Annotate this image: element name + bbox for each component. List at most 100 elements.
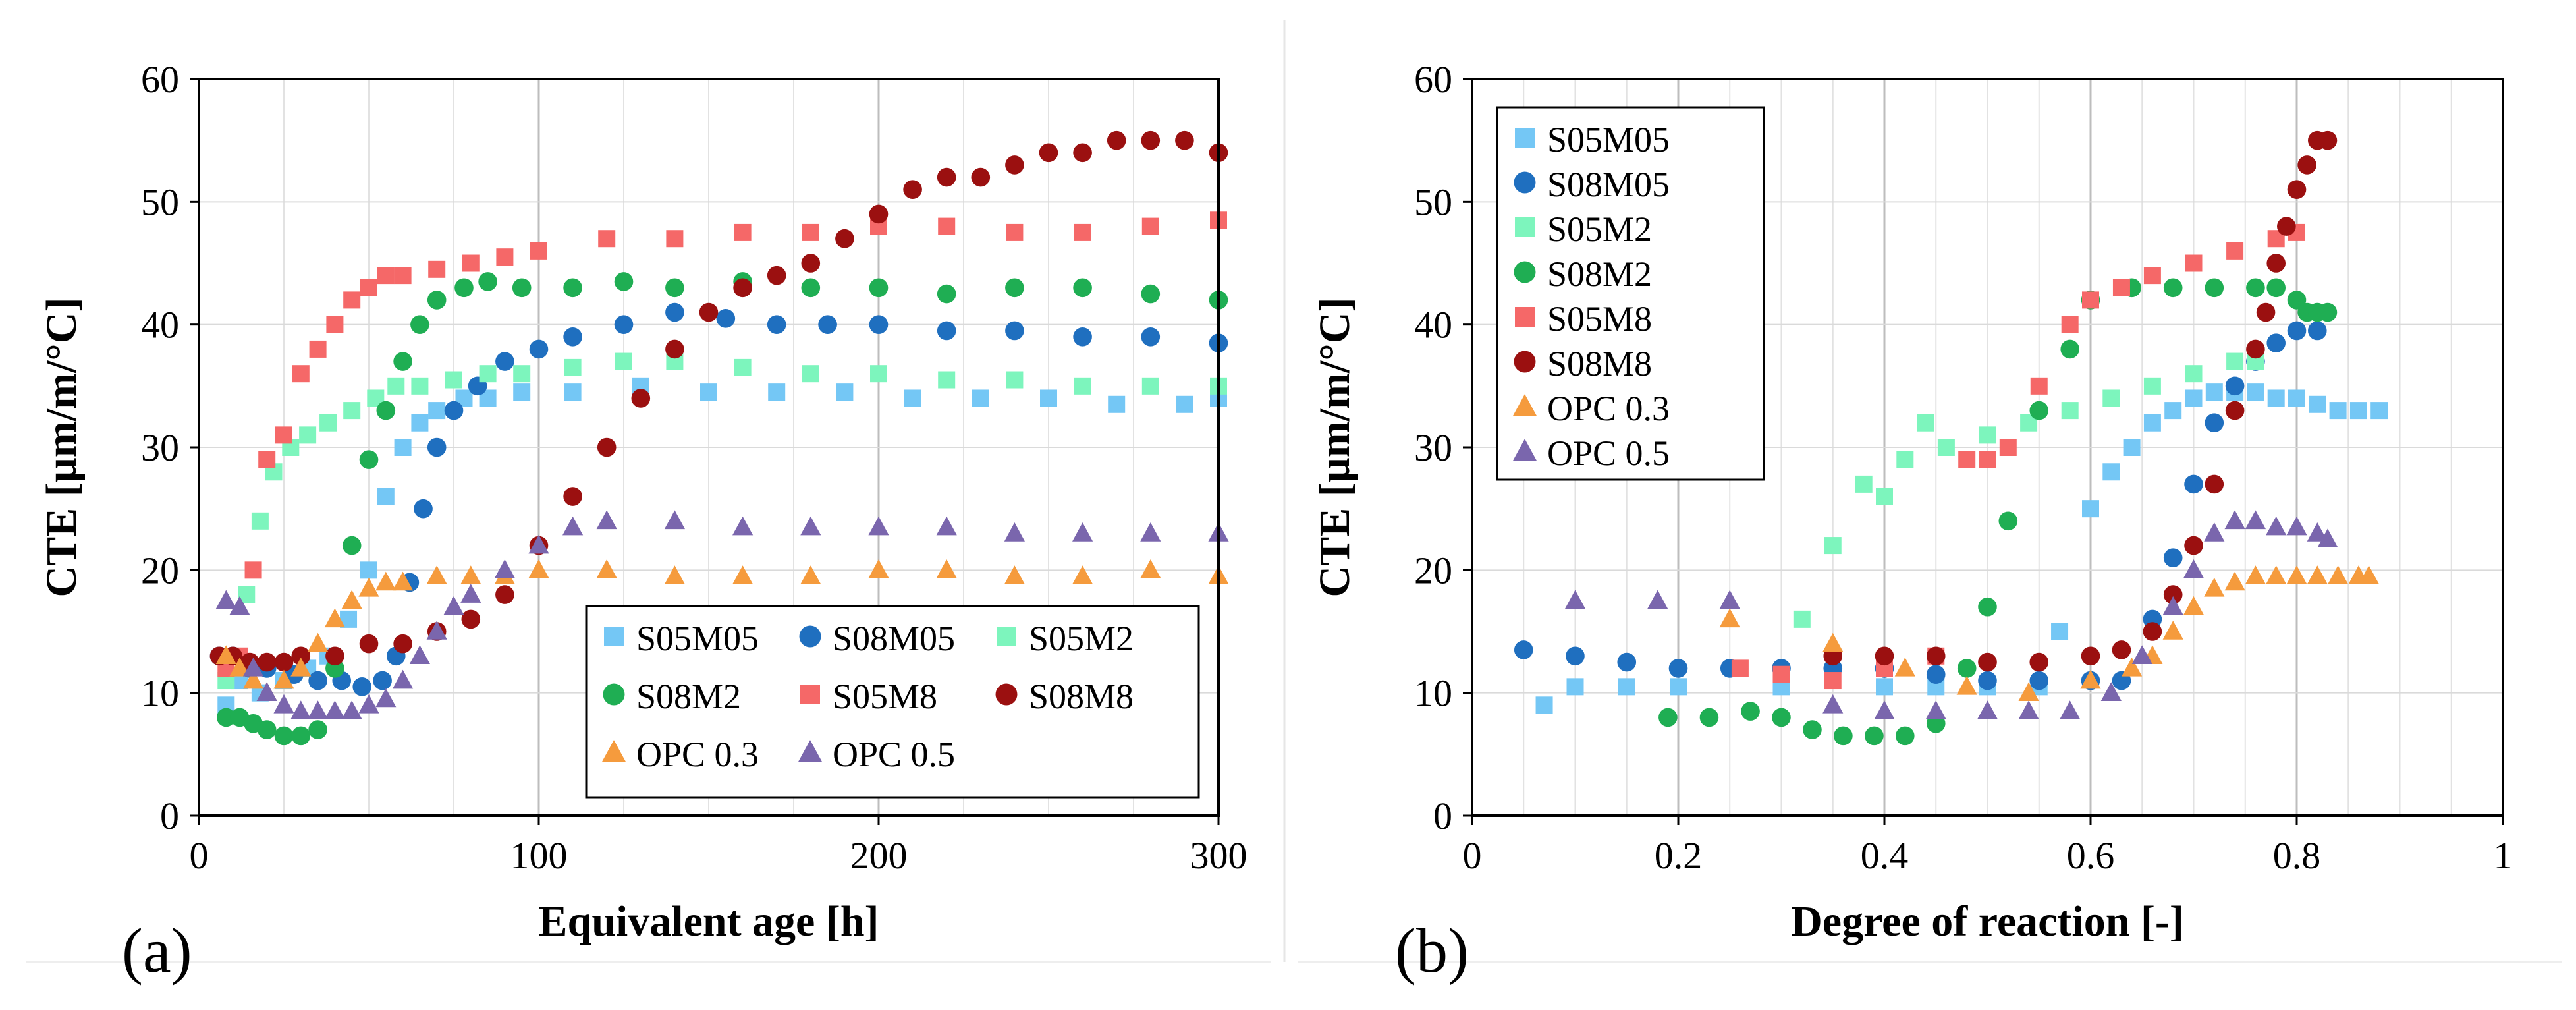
legend-entry: OPC 0.5 — [798, 735, 955, 774]
data-point — [478, 272, 497, 291]
data-point — [257, 720, 277, 739]
data-point — [1865, 726, 1884, 746]
data-point — [360, 279, 377, 296]
data-point — [216, 708, 236, 727]
legend-entry: S05M2 — [997, 619, 1134, 658]
data-point — [2060, 700, 2081, 719]
legend-entry: S08M05 — [1514, 165, 1670, 204]
legend-marker — [1513, 439, 1537, 461]
legend-label: OPC 0.3 — [636, 735, 759, 774]
data-point — [664, 565, 685, 584]
data-point — [2185, 254, 2203, 272]
data-point — [1566, 646, 1585, 666]
data-point — [326, 316, 344, 333]
data-point — [734, 358, 752, 376]
legend-entry: OPC 0.3 — [1513, 389, 1670, 428]
data-point — [375, 571, 397, 591]
data-point — [1647, 590, 1668, 609]
data-point — [836, 383, 854, 401]
data-point — [1937, 439, 1955, 456]
data-point — [2112, 640, 2131, 659]
data-point — [341, 590, 362, 609]
legend-label: OPC 0.3 — [1547, 389, 1670, 428]
data-point — [2225, 376, 2245, 396]
data-point — [251, 512, 269, 530]
data-point — [1140, 522, 1161, 542]
data-point — [1926, 646, 1946, 666]
data-point — [2245, 565, 2266, 584]
y-tick-label: 40 — [141, 304, 179, 347]
data-point — [377, 267, 395, 285]
data-point — [903, 180, 922, 200]
legend-entry: S08M8 — [995, 677, 1134, 716]
data-point — [393, 669, 414, 689]
legend-label: S05M05 — [636, 619, 759, 658]
y-tick-label: 30 — [1414, 426, 1452, 469]
data-point — [1073, 278, 1092, 298]
data-point — [1514, 640, 1533, 659]
data-point — [2266, 254, 2286, 273]
data-point — [2246, 339, 2265, 359]
data-point — [818, 315, 837, 334]
data-point — [614, 315, 634, 334]
data-point — [870, 365, 887, 383]
legend-entry: S05M2 — [1515, 210, 1652, 249]
y-tick-label: 0 — [1433, 795, 1452, 837]
data-point — [2329, 402, 2347, 420]
legend-entry: S05M05 — [1515, 120, 1670, 159]
data-point — [1896, 726, 1915, 746]
data-point — [290, 658, 312, 677]
data-point — [596, 510, 617, 530]
data-point — [1957, 659, 1977, 678]
data-point — [2081, 646, 2100, 666]
y-tick-label: 50 — [1414, 181, 1452, 223]
data-point — [529, 339, 549, 359]
data-point — [308, 671, 327, 690]
data-point — [1140, 559, 1161, 578]
data-point — [2029, 671, 2049, 690]
legend-label: S08M2 — [636, 677, 741, 716]
data-point — [1141, 130, 1161, 150]
data-point — [1978, 652, 1997, 672]
data-point — [409, 645, 430, 665]
legend-entry: S05M05 — [604, 619, 759, 658]
panel-a-legend: S05M05 S08M05 S05M2 S08M2 S05M8 S08M8 OPC 0.3 O… — [585, 605, 1200, 799]
data-point — [614, 272, 634, 291]
data-point — [1855, 475, 1873, 493]
data-point — [2080, 669, 2101, 689]
data-point — [564, 383, 582, 401]
legend-entry: S05M8 — [800, 677, 937, 716]
legend-label: S08M05 — [833, 619, 955, 658]
legend-entry: S08M2 — [1514, 254, 1652, 294]
data-point — [343, 291, 361, 309]
data-point — [938, 371, 956, 389]
data-point — [2309, 395, 2326, 413]
data-point — [530, 242, 547, 260]
data-point — [360, 561, 377, 579]
data-point — [2030, 377, 2048, 395]
data-point — [1822, 694, 1844, 714]
data-point — [2163, 548, 2183, 567]
legend-marker — [602, 740, 626, 762]
y-tick-label: 10 — [1414, 672, 1452, 715]
legend-entry: OPC 0.5 — [1513, 434, 1670, 473]
data-point — [2226, 242, 2244, 260]
legend-label: S05M05 — [1547, 120, 1670, 159]
data-point — [615, 352, 632, 370]
legend-label: S08M8 — [1547, 344, 1652, 383]
data-point — [373, 671, 392, 690]
data-point — [257, 652, 277, 672]
legend-label: S05M2 — [1547, 210, 1652, 249]
data-point — [2318, 302, 2338, 322]
data-point — [2256, 302, 2276, 322]
y-tick-label: 60 — [141, 58, 179, 101]
data-point — [1618, 678, 1635, 696]
data-point — [563, 327, 582, 347]
data-point — [1108, 395, 1126, 413]
data-point — [2370, 402, 2388, 420]
data-point — [1876, 678, 1893, 696]
data-point — [1006, 223, 1024, 241]
data-point — [597, 437, 617, 457]
data-point — [308, 720, 327, 739]
